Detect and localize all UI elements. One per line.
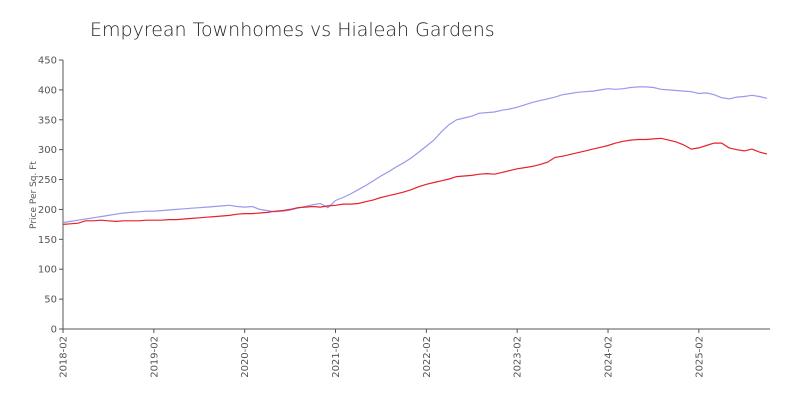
y-tick-label: 150	[38, 235, 57, 246]
x-tick-label: 2021-02	[331, 336, 342, 378]
x-tick-label: 2020-02	[240, 336, 251, 378]
y-axis-label: Price Per Sq. Ft	[29, 161, 39, 229]
y-tick-label: 400	[38, 85, 57, 96]
chart-title: Empyrean Townhomes vs Hialeah Gardens	[90, 19, 495, 41]
y-tick-label: 200	[38, 205, 57, 216]
y-tick-label: 0	[51, 325, 57, 336]
series-line	[62, 86, 768, 224]
x-tick-label: 2023-02	[513, 336, 524, 378]
x-tick-label: 2018-02	[59, 336, 70, 378]
y-tick-label: 350	[38, 115, 57, 126]
x-tick-label: 2019-02	[149, 336, 160, 378]
y-tick-label: 50	[44, 295, 57, 306]
y-tick-label: 250	[38, 175, 57, 186]
y-tick-label: 300	[38, 145, 57, 156]
y-tick-label: 100	[38, 265, 57, 276]
x-tick-label: 2025-02	[694, 336, 705, 378]
x-tick-label: 2024-02	[604, 336, 615, 378]
series-line	[62, 137, 768, 225]
y-tick-label: 450	[38, 56, 57, 67]
x-tick-label: 2022-02	[422, 336, 433, 378]
